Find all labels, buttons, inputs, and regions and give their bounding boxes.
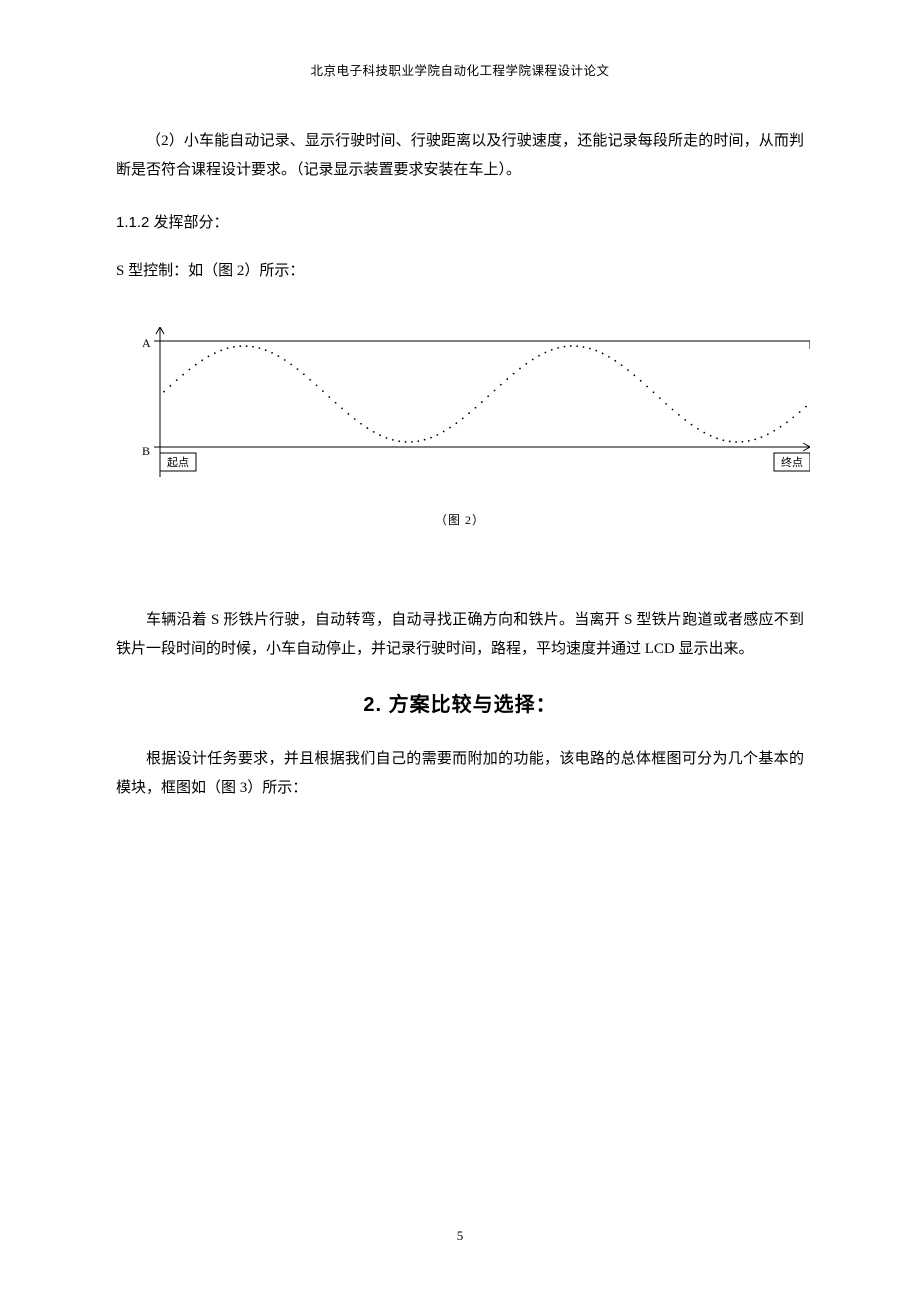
paragraph-scheme-intro: 根据设计任务要求，并且根据我们自己的需要而附加的功能，该电路的总体框图可分为几个… <box>116 745 804 803</box>
subheading-1-1-2: 1.1.2 发挥部分： <box>116 209 804 237</box>
figure-2: A B 起点 终点 <box>116 327 804 499</box>
paragraph-s-desc: 车辆沿着 S 形铁片行驶，自动转弯，自动寻找正确方向和铁片。当离开 S 型铁片跑… <box>116 606 804 664</box>
svg-text:A: A <box>142 336 151 350</box>
section-2-title: 2. 方案比较与选择： <box>116 688 804 717</box>
page-number: 5 <box>0 1228 920 1244</box>
figure-2-svg: A B 起点 终点 <box>116 327 810 499</box>
running-header: 北京电子科技职业学院自动化工程学院课程设计论文 <box>116 60 804 79</box>
svg-text:终点: 终点 <box>781 455 803 469</box>
figure-2-caption: （图 2） <box>116 511 804 528</box>
s-control-intro: S 型控制：如（图 2）所示： <box>116 257 804 285</box>
page-content: 北京电子科技职业学院自动化工程学院课程设计论文 （2）小车能自动记录、显示行驶时… <box>0 0 920 803</box>
svg-text:B: B <box>142 444 150 458</box>
paragraph-req-2: （2）小车能自动记录、显示行驶时间、行驶距离以及行驶速度，还能记录每段所走的时间… <box>116 127 804 185</box>
svg-text:起点: 起点 <box>167 456 189 469</box>
